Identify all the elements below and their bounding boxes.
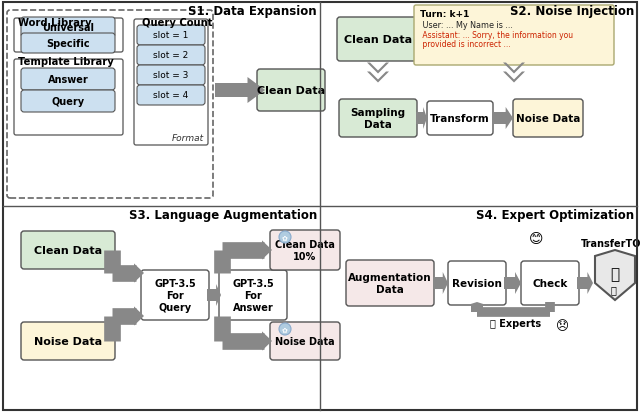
Text: GPT-3.5
For
Query: GPT-3.5 For Query <box>154 279 196 312</box>
Text: Template Library: Template Library <box>18 57 114 67</box>
Circle shape <box>279 323 291 335</box>
Polygon shape <box>262 241 272 260</box>
Text: Answer: Answer <box>47 75 88 85</box>
FancyBboxPatch shape <box>137 46 205 66</box>
Text: ✿: ✿ <box>282 235 288 240</box>
FancyBboxPatch shape <box>21 18 115 38</box>
Polygon shape <box>503 63 525 74</box>
Polygon shape <box>466 302 488 312</box>
Text: 👥 Experts: 👥 Experts <box>490 318 541 328</box>
Polygon shape <box>577 272 593 294</box>
FancyBboxPatch shape <box>337 18 419 62</box>
FancyBboxPatch shape <box>270 230 340 271</box>
FancyBboxPatch shape <box>137 66 205 86</box>
Polygon shape <box>416 108 427 130</box>
Text: Check: Check <box>532 278 568 288</box>
Text: Sampling
Data: Sampling Data <box>351 108 406 130</box>
Polygon shape <box>433 272 448 294</box>
Text: Noise Data: Noise Data <box>275 336 335 346</box>
FancyBboxPatch shape <box>21 231 115 269</box>
Text: S4. Expert Optimization: S4. Expert Optimization <box>476 209 634 221</box>
FancyBboxPatch shape <box>414 6 614 66</box>
Text: Clean Data: Clean Data <box>344 35 412 45</box>
Text: GPT-3.5
For
Answer: GPT-3.5 For Answer <box>232 279 274 312</box>
Text: Query: Query <box>51 97 84 107</box>
Polygon shape <box>215 78 265 104</box>
Text: 🔒: 🔒 <box>611 267 620 282</box>
Circle shape <box>279 231 291 243</box>
Text: Clean Data: Clean Data <box>34 245 102 255</box>
Text: Universal: Universal <box>42 23 94 33</box>
Polygon shape <box>492 108 513 130</box>
Text: slot = 1: slot = 1 <box>154 31 189 40</box>
Polygon shape <box>134 264 144 283</box>
Text: Augmentation
Data: Augmentation Data <box>348 273 432 294</box>
FancyBboxPatch shape <box>219 271 287 320</box>
Text: Noise Data: Noise Data <box>34 336 102 346</box>
Text: Word Library: Word Library <box>18 18 92 28</box>
FancyBboxPatch shape <box>21 69 115 91</box>
FancyBboxPatch shape <box>448 261 506 305</box>
Text: S3. Language Augmentation: S3. Language Augmentation <box>129 209 317 221</box>
FancyBboxPatch shape <box>21 322 115 360</box>
Text: 😞: 😞 <box>556 320 568 333</box>
Text: S2. Noise Injection: S2. Noise Injection <box>509 5 634 18</box>
Text: Query Count: Query Count <box>142 18 212 28</box>
FancyBboxPatch shape <box>270 322 340 360</box>
Text: Specific: Specific <box>46 39 90 49</box>
Text: TransferTOD: TransferTOD <box>580 238 640 248</box>
Polygon shape <box>503 72 525 83</box>
Text: Turn: k+1: Turn: k+1 <box>420 10 469 19</box>
FancyBboxPatch shape <box>427 102 493 136</box>
Polygon shape <box>134 307 144 326</box>
Text: Format: Format <box>172 134 204 142</box>
Text: 📄: 📄 <box>610 284 616 294</box>
Text: Transform: Transform <box>430 114 490 124</box>
Polygon shape <box>367 72 389 83</box>
FancyBboxPatch shape <box>513 100 583 138</box>
FancyBboxPatch shape <box>21 34 115 54</box>
Text: ✿: ✿ <box>282 326 288 332</box>
Text: Assistant: ... Sorry, the information you: Assistant: ... Sorry, the information yo… <box>420 31 573 40</box>
Polygon shape <box>207 284 221 306</box>
Text: slot = 2: slot = 2 <box>154 51 189 60</box>
Text: Noise Data: Noise Data <box>516 114 580 124</box>
FancyBboxPatch shape <box>141 271 209 320</box>
Text: slot = 4: slot = 4 <box>154 91 189 100</box>
FancyBboxPatch shape <box>521 261 579 305</box>
Text: provided is incorrect ...: provided is incorrect ... <box>420 40 511 49</box>
Text: slot = 3: slot = 3 <box>154 71 189 80</box>
FancyBboxPatch shape <box>346 260 434 306</box>
Text: Revision: Revision <box>452 278 502 288</box>
FancyBboxPatch shape <box>21 91 115 113</box>
Polygon shape <box>262 332 272 351</box>
Text: Clean Data: Clean Data <box>257 86 325 96</box>
FancyBboxPatch shape <box>137 26 205 46</box>
Polygon shape <box>367 63 389 74</box>
Text: Clean Data
10%: Clean Data 10% <box>275 240 335 261</box>
Polygon shape <box>504 272 521 294</box>
FancyBboxPatch shape <box>257 70 325 112</box>
Polygon shape <box>595 250 635 300</box>
Text: User: ... My Name is ...: User: ... My Name is ... <box>420 21 513 30</box>
FancyBboxPatch shape <box>339 100 417 138</box>
Text: 😊: 😊 <box>529 231 543 245</box>
FancyBboxPatch shape <box>137 86 205 106</box>
Text: S1. Data Expansion: S1. Data Expansion <box>188 5 317 18</box>
